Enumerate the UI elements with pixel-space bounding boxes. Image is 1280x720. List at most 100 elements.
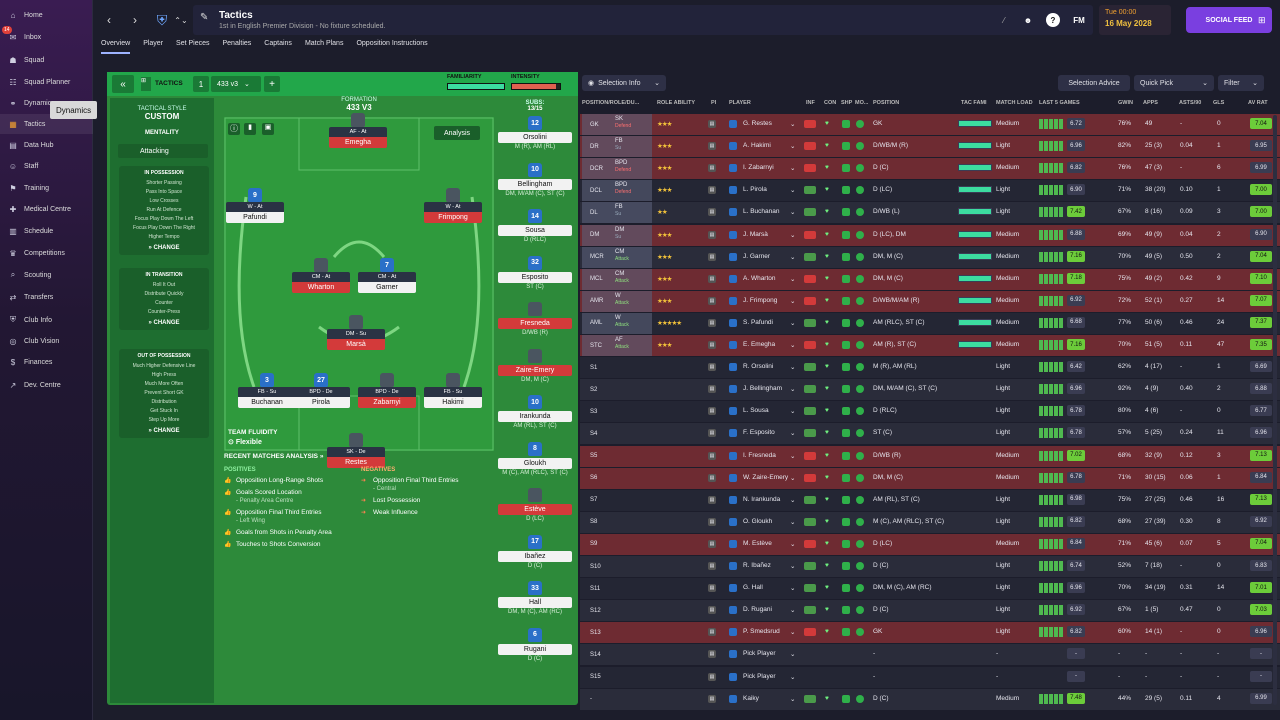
sidebar-item-squad[interactable]: ☗ Squad (0, 50, 93, 70)
player-name[interactable]: Pick Player (743, 672, 776, 680)
sub-player-name[interactable]: Zaire-Emery (498, 364, 572, 376)
player-name[interactable]: F. Esposito (743, 429, 775, 437)
column-header[interactable]: ASTS/90 (1179, 100, 1202, 106)
tactic-select[interactable]: 433 v3 ⌄ (211, 76, 261, 92)
column-header[interactable]: SHP (841, 100, 853, 106)
player-instructions-icon[interactable]: ▤ (708, 363, 716, 372)
chevron-down-icon[interactable]: ⌄ (790, 607, 796, 615)
column-header[interactable]: GLS (1213, 100, 1225, 106)
sub-player[interactable]: 12 Orsolini M (R), AM (RL) (496, 116, 574, 152)
sub-player[interactable]: 6 Rugani D (C) (496, 627, 574, 664)
player-role[interactable]: BPD - De (292, 387, 350, 397)
selection-info-button[interactable]: ◉ Selection Info ⌄ (582, 75, 666, 91)
player-instructions-icon[interactable]: ▤ (708, 694, 716, 703)
tab-penalties[interactable]: Penalties (222, 40, 252, 47)
sub-player-name[interactable]: Irankunda (498, 411, 572, 422)
player-instructions-icon[interactable]: ▤ (708, 252, 716, 261)
player-instructions-icon[interactable]: ▤ (708, 495, 716, 504)
table-row[interactable]: S13 ▤ P. Smedsrud ⌄ ♥ GK Light 6.82 60% 14 (1) - 0 6… (580, 622, 1280, 644)
column-header[interactable]: LAST 5 GAMES (1039, 100, 1080, 106)
sidebar-item-club-info[interactable]: ⛨ Club Info (0, 310, 93, 330)
player-name[interactable]: Pafundi (226, 212, 284, 223)
sidebar-item-data-hub[interactable]: ▤ Data Hub (0, 135, 93, 155)
chevron-down-icon[interactable]: ⌄ (790, 563, 796, 570)
club-badge-icon[interactable]: ⛨ (156, 11, 168, 28)
chevron-down-icon[interactable]: ⌄ (790, 518, 796, 526)
chevron-down-icon[interactable]: ⌄ (790, 209, 796, 217)
out-of-possession-box[interactable]: OUT OF POSSESSION Much Higher Defensive … (119, 349, 209, 438)
player-instructions-icon[interactable]: ▤ (708, 562, 716, 570)
sidebar-item-dev-centre[interactable]: ↗ Dev. Centre (0, 375, 93, 395)
table-row[interactable]: MCR CM Attack ★★★ ▤ J. Garner ⌄ ♥ DM, M (C) Mediu… (580, 246, 1280, 268)
player-name[interactable]: Garner (358, 282, 416, 293)
tab-captains[interactable]: Captains (264, 40, 292, 47)
player-role[interactable]: FB - Su (424, 387, 482, 397)
chevron-down-icon[interactable]: ⌄ (790, 651, 796, 659)
sub-player-name[interactable]: Bellingham (498, 178, 572, 190)
table-row[interactable]: DM DM Su ★★★ ▤ J. Marsà ⌄ ♥ D (LC), DM Medium 6.88… (580, 224, 1280, 246)
player-role[interactable]: DM - Su (327, 329, 385, 339)
column-header[interactable]: GWIN (1118, 100, 1133, 106)
pitch-player-card[interactable]: W - At Pafundi (226, 202, 284, 224)
player-role[interactable]: FB - Su (238, 387, 296, 397)
edit-icon[interactable]: ⁄ (1003, 15, 1005, 25)
table-row[interactable]: DCR BPD Defend ★★★ ▤ I. Zabarnyi ⌄ ♥ D (C) Medium… (580, 158, 1280, 180)
sidebar-item-inbox[interactable]: ✉ Inbox (0, 27, 93, 47)
role-duty[interactable]: AF Attack (615, 335, 651, 356)
player-name[interactable]: G. Restes (743, 120, 772, 127)
player-instructions-icon[interactable]: ▤ (708, 341, 716, 349)
sub-player[interactable]: 10 Irankunda AM (RL), ST (C) (496, 395, 574, 431)
sub-player[interactable]: 10 Bellingham DM, M/AM (C), ST (C) (496, 162, 574, 199)
chevron-down-icon[interactable]: ⌄ (790, 540, 796, 548)
player-name[interactable]: Wharton (292, 282, 350, 293)
selection-advice-button[interactable]: Selection Advice (1058, 75, 1130, 91)
column-header[interactable]: PLAYER (729, 100, 751, 106)
sub-player[interactable]: 32 Esposito ST (C) (496, 255, 574, 292)
tactical-style-value[interactable]: CUSTOM (144, 112, 180, 121)
player-instructions-icon[interactable]: ▤ (708, 407, 716, 416)
table-row[interactable]: S11 ▤ G. Hall ⌄ ♥ DM, M (C), AM (RC) Light 6.96… (580, 578, 1280, 600)
chevron-down-icon[interactable]: ⌄ (790, 474, 796, 482)
pitch-player-card[interactable]: FB - Su Buchanan (238, 387, 296, 409)
table-row[interactable]: - ▤ Kaiky ⌄ ♥ D (C) Medium 7.48 44% 29 (5) 0.11 4 6.… (580, 688, 1280, 710)
player-role[interactable]: SK - De (327, 447, 385, 457)
bar-chart-icon[interactable]: ▮ (244, 123, 256, 135)
change-button[interactable]: » CHANGE (148, 428, 180, 434)
player-name[interactable]: Kaiky (743, 694, 759, 702)
column-header[interactable]: APPS (1143, 100, 1158, 106)
sub-player-name[interactable]: Hall (498, 597, 572, 608)
chevron-toggle-icon[interactable]: ⌃⌄ (174, 15, 188, 25)
analysis-button[interactable]: Analysis (434, 126, 480, 140)
chevron-down-icon[interactable]: ⌄ (790, 430, 796, 438)
sub-player-name[interactable]: Ibañez (498, 550, 572, 562)
in-possession-box[interactable]: IN POSSESSION Shorter Passing Pass Into S… (119, 166, 209, 255)
role-duty[interactable]: CM Attack (615, 269, 651, 290)
player-name[interactable]: A. Wharton (743, 274, 776, 282)
role-duty[interactable]: BPD Defend (615, 180, 651, 201)
chevron-down-icon[interactable]: ⌄ (790, 585, 796, 593)
sidebar-item-medical-centre[interactable]: ✚ Medical Centre (0, 199, 93, 219)
sidebar-item-scouting[interactable]: ⌕ Scouting (0, 265, 93, 285)
sidebar-item-dynamics[interactable]: ⚭ Dynamics (0, 93, 93, 113)
chevron-down-icon[interactable]: ⌄ (790, 496, 796, 504)
sidebar-item-training[interactable]: ⚑ Training (0, 178, 93, 198)
player-instructions-icon[interactable]: ▤ (708, 429, 716, 438)
table-row[interactable]: DR FB Su ★★★ ▤ A. Hakimi ⌄ ♥ D/WB/M (R) Light 6.96… (580, 136, 1280, 158)
player-role[interactable]: W - At (226, 202, 284, 212)
table-row[interactable]: GK SK Defend ★★★ ▤ G. Restes ⌄ ♥ GK Medium 6.72 76%… (580, 114, 1280, 135)
chevron-down-icon[interactable]: ⌄ (790, 364, 796, 372)
table-row[interactable]: S15 ▤ Pick Player ⌄ - - - - - - - - (580, 666, 1280, 688)
sidebar-item-squad-planner[interactable]: ☷ Squad Planner (0, 72, 93, 92)
social-feed-button[interactable]: SOCIAL FEED (1186, 7, 1272, 33)
player-instructions-icon[interactable]: ▤ (708, 274, 716, 283)
person-icon[interactable]: ☻ (1023, 15, 1033, 25)
chevron-down-icon[interactable]: ⌄ (790, 452, 796, 460)
player-name[interactable]: O. Gloukh (743, 517, 773, 525)
formation-name[interactable]: 433 V3 (346, 103, 372, 112)
player-name[interactable]: Buchanan (238, 397, 296, 408)
pitch-player-card[interactable]: CM - At Garner (358, 272, 416, 294)
chevron-down-icon[interactable]: ⌄ (790, 143, 796, 151)
player-name[interactable]: Frimpong (424, 212, 482, 223)
sub-player-name[interactable]: Estève (498, 504, 572, 515)
table-row[interactable]: DL FB Su ★★ ▤ L. Buchanan ⌄ ♥ D/WB (L) Light 7.42 6… (580, 202, 1280, 224)
